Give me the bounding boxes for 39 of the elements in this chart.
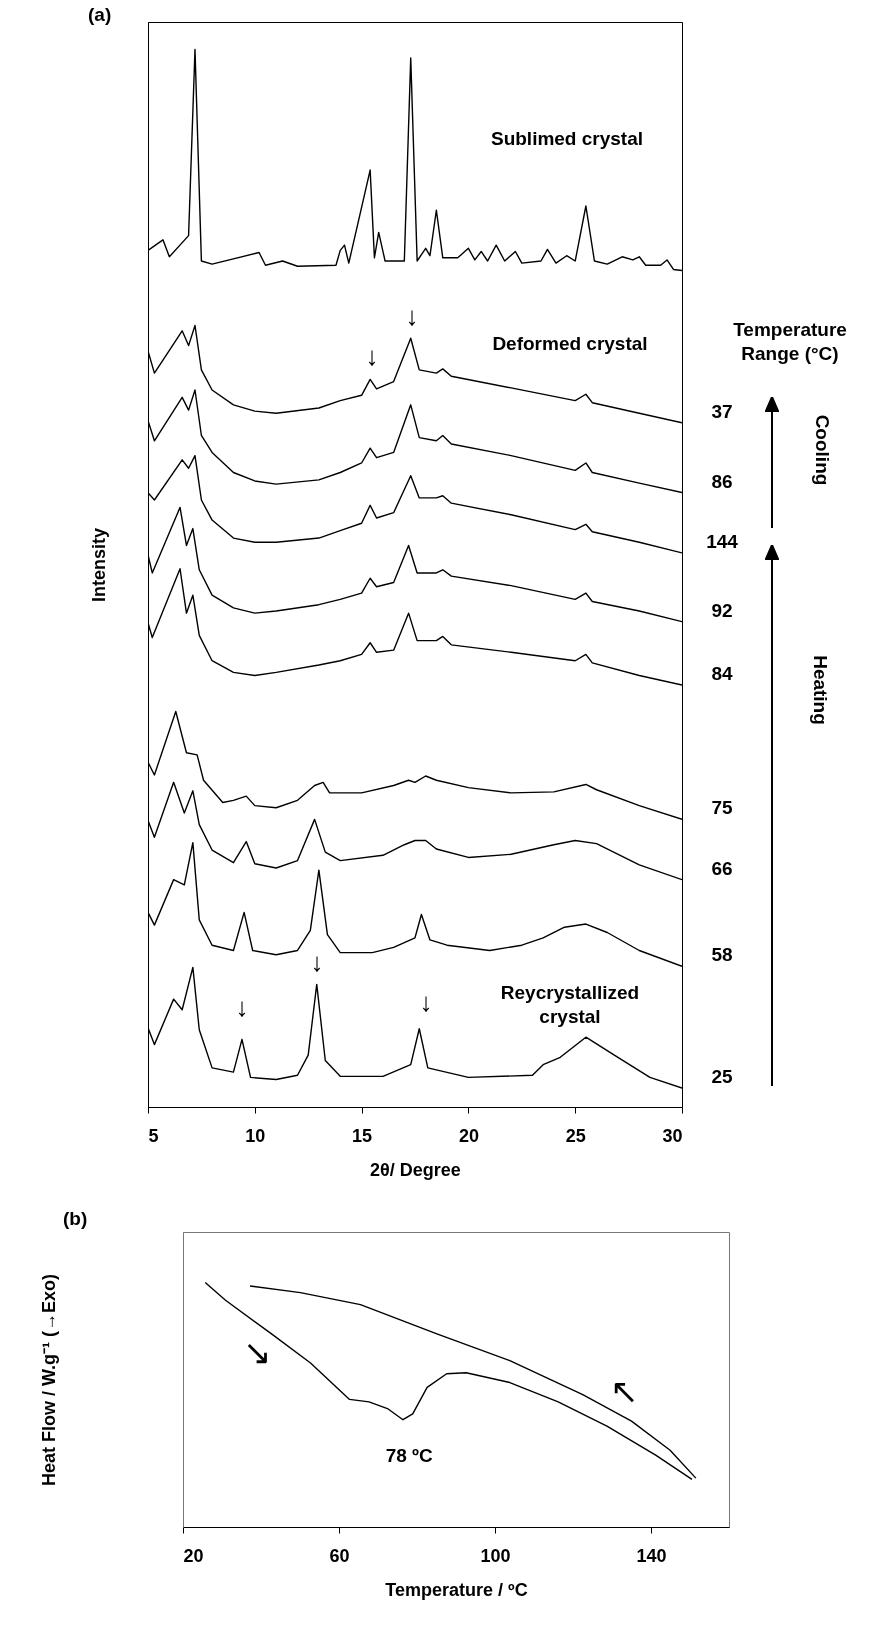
series-label: 66 [711,857,733,879]
annotation: Reycrystallized crystal [499,981,641,1029]
annotation: ↓ [405,299,419,333]
annotation: Sublimed crystal [490,127,644,151]
x-tick-label: 60 [329,1545,350,1566]
legend-label: 144 [706,530,739,552]
x-tick-label: 140 [636,1545,667,1566]
series-label: 25 [711,1065,733,1087]
series-label: 75 [711,797,733,819]
annotation: ↖ [610,1370,638,1412]
x-tick-label: 15 [352,1125,373,1146]
chart-title: (b) [63,1208,88,1229]
series-label: 92 [711,599,733,621]
x-axis-title: 2θ/ Degree [370,1159,461,1180]
text: Cooling [810,414,834,486]
annotation: ↓ [310,945,324,979]
annotation: ↓ [365,339,379,373]
series-label: 86 [711,470,733,492]
annotation: 78 ºC [385,1444,434,1466]
x-tick-label: 30 [662,1125,683,1146]
x-tick-label: 20 [183,1545,204,1566]
legend-label: 37 [711,400,733,422]
chart-title: (a) [88,4,112,25]
x-tick-label: 5 [148,1125,159,1146]
x-tick-label: 10 [245,1125,266,1146]
annotation: ↓ [235,990,249,1024]
series-label: 84 [711,663,733,685]
text: Heating [808,655,832,725]
y-axis-title: Intensity [88,527,109,603]
annotation: ↓ [419,985,433,1019]
text: Temperature Range (°C) [732,318,848,366]
x-tick-label: 100 [480,1545,511,1566]
x-tick-label: 25 [565,1125,586,1146]
x-tick-label: 20 [458,1125,479,1146]
x-axis-title: Temperature / ºC [385,1579,528,1600]
annotation: Deformed crystal [492,332,648,356]
series-label: 58 [711,944,733,966]
annotation: ↘ [243,1331,271,1373]
y-axis-title: Heat Flow / W.g⁻¹ (→Exo) [38,1274,59,1486]
